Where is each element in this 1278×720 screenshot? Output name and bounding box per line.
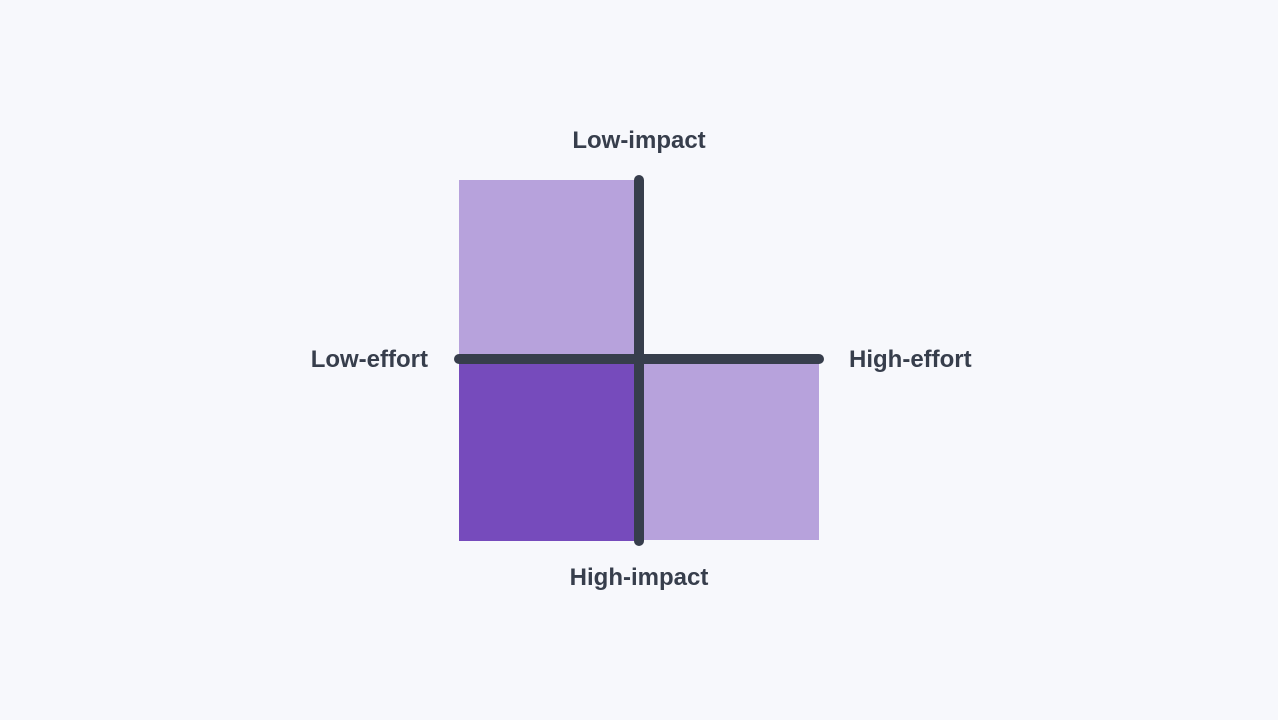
quadrant-low-effort-high-impact [459, 360, 639, 541]
quadrant-low-effort-low-impact [459, 180, 639, 360]
label-high-impact: High-impact [569, 564, 709, 591]
label-low-impact: Low-impact [572, 127, 706, 154]
label-low-effort: Low-effort [310, 346, 428, 373]
quadrant-high-effort-high-impact [639, 360, 819, 540]
label-high-effort: High-effort [849, 346, 972, 373]
